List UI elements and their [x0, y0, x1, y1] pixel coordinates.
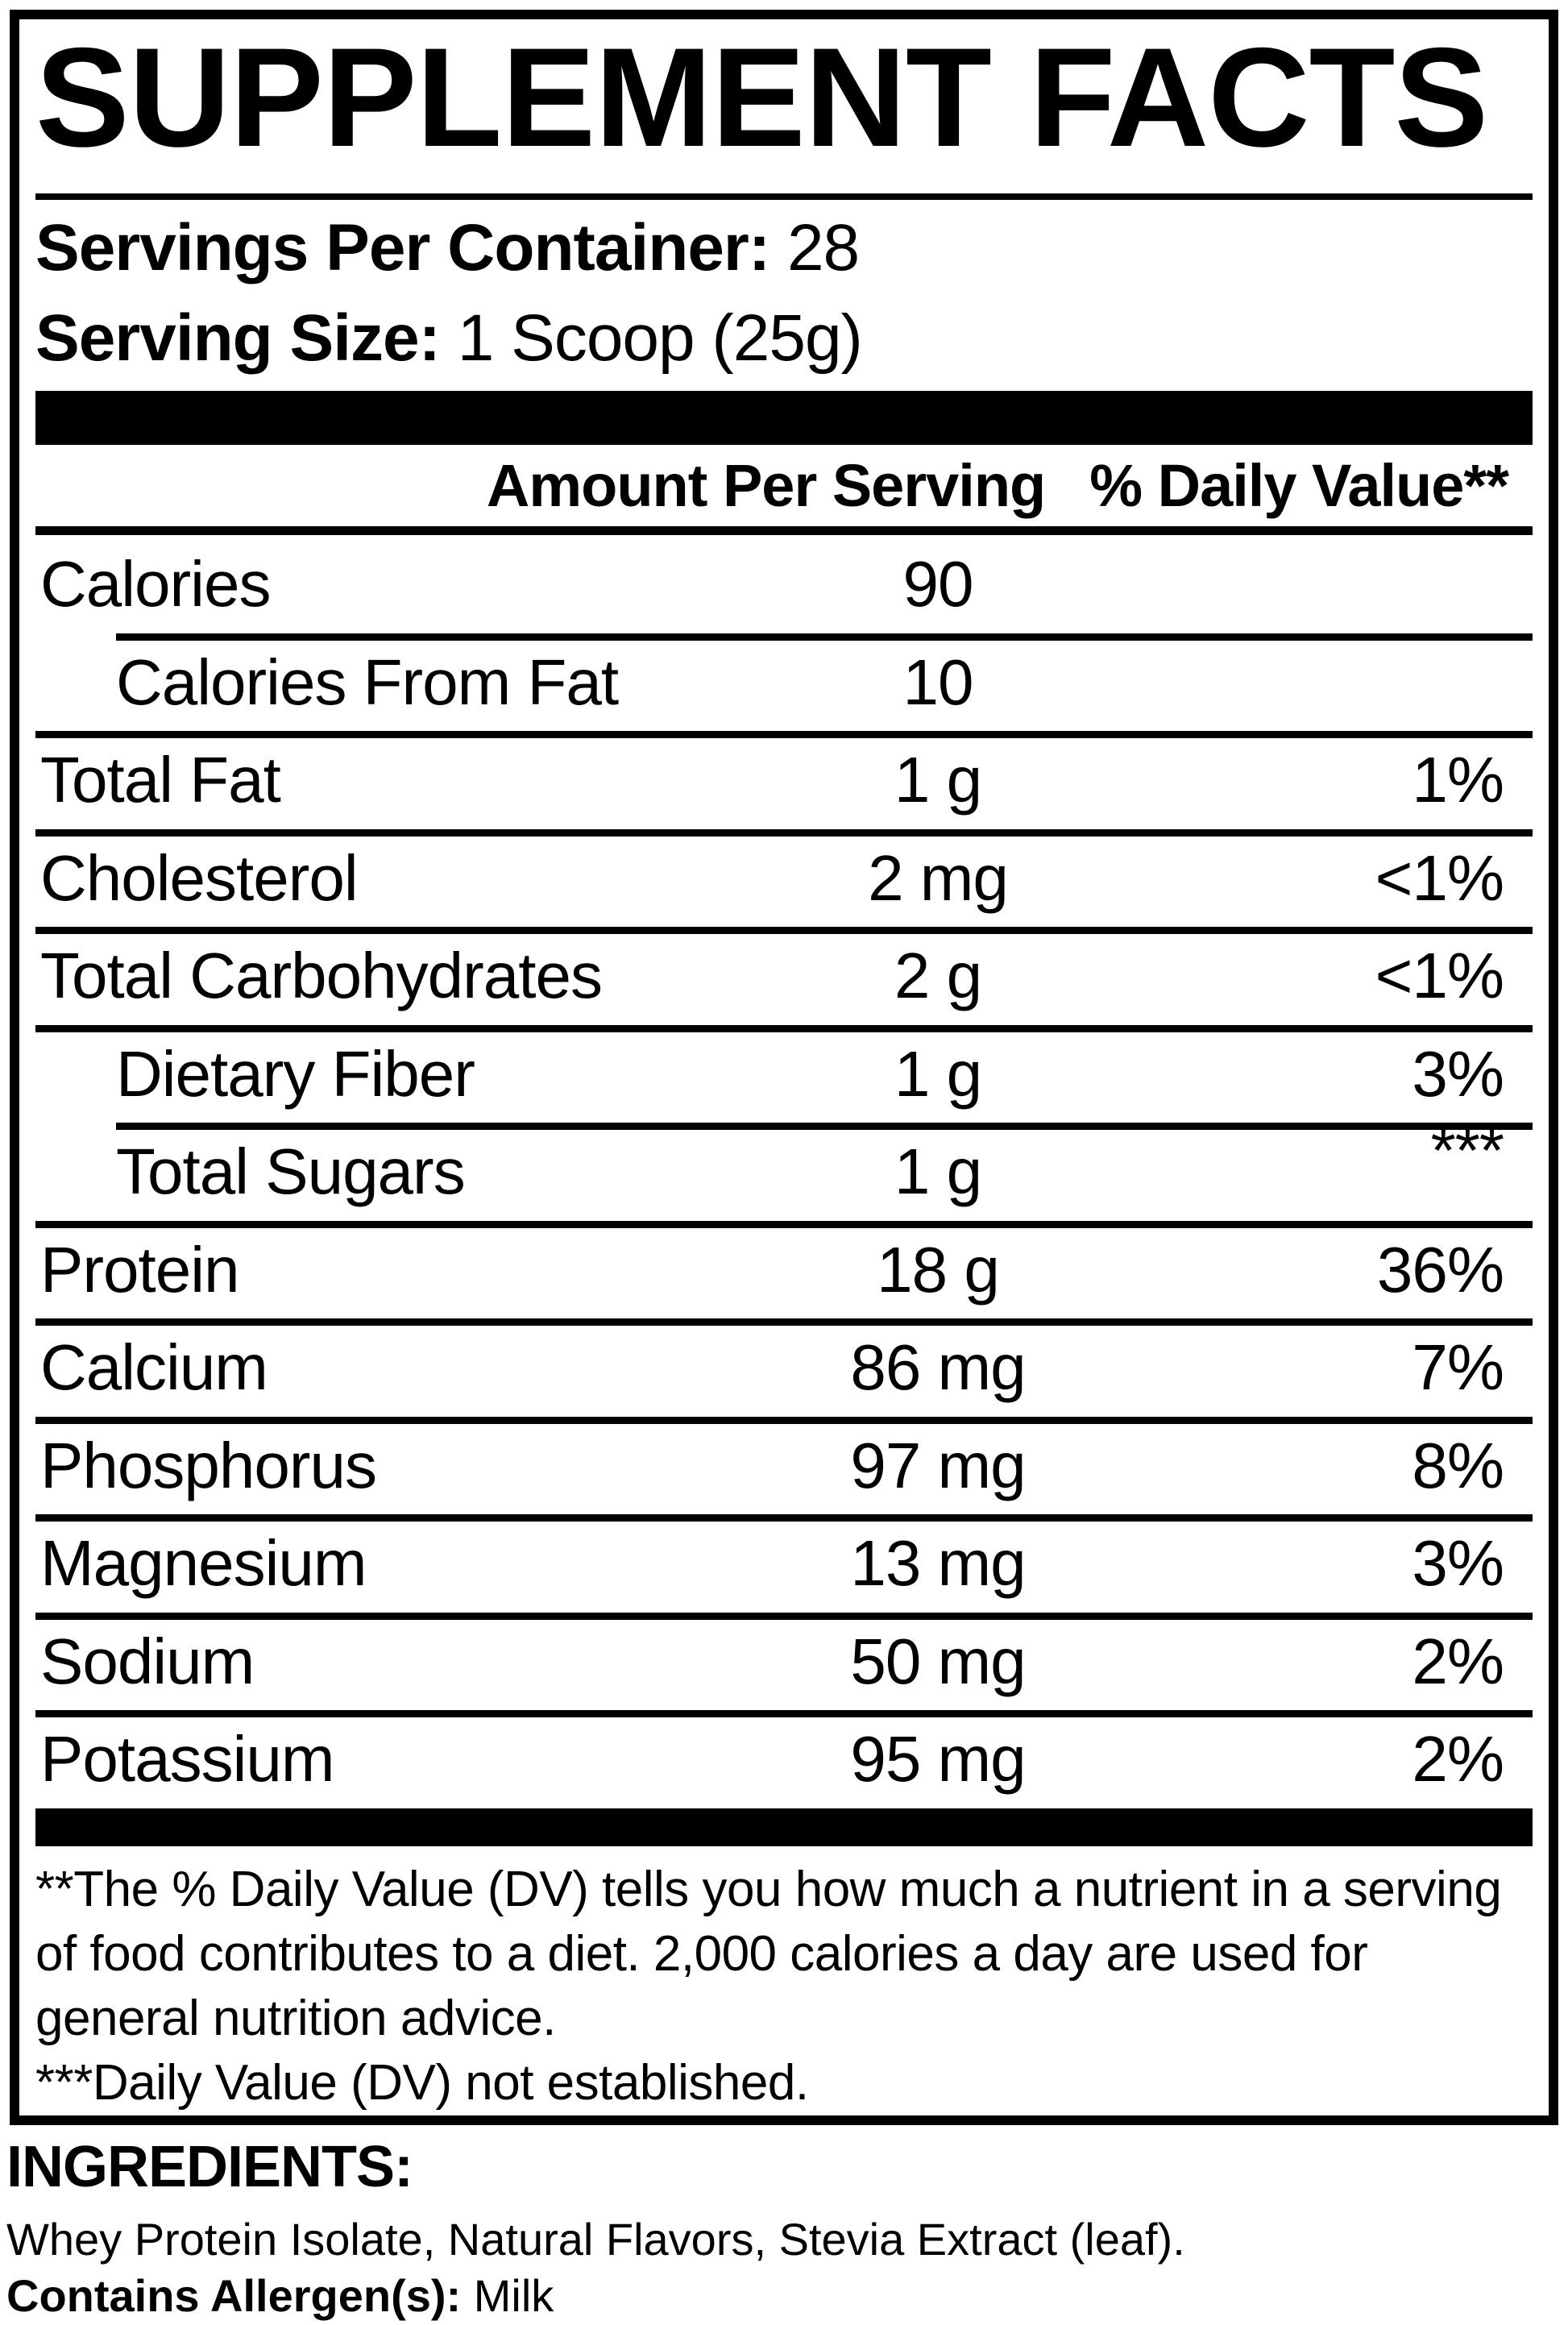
nutrient-daily-value: 1%: [1412, 744, 1504, 816]
nutrient-name: Cholesterol: [40, 841, 359, 914]
nutrient-daily-value: 8%: [1412, 1429, 1504, 1501]
nutrient-amount: 13 mg: [850, 1527, 1026, 1599]
servings-per-container-line: Servings Per Container: 28: [35, 213, 1533, 284]
ingredients-list: Whey Protein Isolate, Natural Flavors, S…: [6, 2214, 1185, 2265]
nutrient-amount: 50 mg: [850, 1625, 1026, 1697]
nutrient-amount: 18 g: [877, 1233, 1000, 1306]
nutrient-amount: 86 mg: [850, 1331, 1026, 1403]
nutrient-name: Total Fat: [40, 744, 281, 816]
nutrient-row: Sodium 50 mg 2%: [35, 1612, 1533, 1711]
nutrient-amount: 95 mg: [850, 1723, 1026, 1795]
nutrient-row: Total Fat 1 g 1%: [35, 731, 1533, 829]
title-divider: [35, 193, 1533, 200]
serving-size-line: Serving Size: 1 Scoop (25g): [35, 303, 1533, 374]
nutrient-row: Phosphorus 97 mg 8%: [35, 1416, 1533, 1515]
panel-title: SUPPLEMENT FACTS: [35, 19, 1488, 176]
nutrient-daily-value: 3%: [1412, 1037, 1504, 1110]
ingredients-section: INGREDIENTS: Whey Protein Isolate, Natur…: [6, 2137, 1545, 2321]
nutrient-amount: 2 mg: [868, 841, 1009, 914]
nutrient-daily-value: <1%: [1375, 940, 1504, 1011]
nutrient-amount: 97 mg: [850, 1429, 1026, 1501]
nutrient-amount: 2 g: [894, 940, 982, 1011]
nutrient-name: Total Sugars: [116, 1136, 466, 1207]
servings-value: 28: [786, 211, 860, 284]
nutrient-name: Potassium: [40, 1723, 334, 1795]
nutrient-amount: 1 g: [894, 744, 982, 816]
amount-per-serving-header: Amount Per Serving: [486, 452, 1046, 519]
nutrient-amount: 1 g: [894, 1037, 982, 1110]
thick-bar-top: [35, 391, 1533, 445]
daily-value-footnote: **The % Daily Value (DV) tells you how m…: [35, 1861, 1502, 2046]
nutrient-daily-value: 36%: [1376, 1233, 1504, 1306]
nutrient-amount: 90: [902, 548, 974, 620]
nutrient-row: Protein 18 g 36%: [35, 1220, 1533, 1319]
servings-label: Servings Per Container:: [35, 211, 770, 284]
allergen-line: Contains Allergen(s): Milk: [6, 2271, 1545, 2321]
nutrient-name: Dietary Fiber: [116, 1037, 475, 1110]
nutrient-amount: 10: [902, 646, 974, 718]
nutrient-daily-value: 2%: [1412, 1723, 1504, 1795]
nutrient-row: Potassium 95 mg 2%: [35, 1710, 1533, 1808]
nutrient-daily-value: 3%: [1412, 1527, 1504, 1599]
nutrient-daily-value: <1%: [1375, 841, 1504, 914]
nutrient-table: Calories 90 Calories From Fat 10 Total F…: [35, 535, 1533, 1808]
nutrient-row: Magnesium 13 mg 3%: [35, 1514, 1533, 1613]
daily-value-header: % Daily Value**: [1089, 452, 1509, 519]
allergen-value: Milk: [473, 2270, 554, 2321]
nutrient-name: Calories: [40, 548, 271, 620]
nutrient-name: Calories From Fat: [116, 646, 619, 718]
thick-bar-bottom: [35, 1808, 1533, 1846]
footnotes: **The % Daily Value (DV) tells you how m…: [35, 1846, 1533, 2115]
table-header: Amount Per Serving % Daily Value**: [35, 445, 1533, 535]
nutrient-name: Phosphorus: [40, 1429, 377, 1501]
supplement-facts-panel: SUPPLEMENT FACTS Servings Per Container:…: [10, 10, 1558, 2125]
not-established-footnote: ***Daily Value (DV) not established.: [35, 2054, 809, 2111]
nutrient-name: Calcium: [40, 1331, 268, 1403]
nutrient-daily-value: 2%: [1412, 1625, 1504, 1697]
nutrient-row: Dietary Fiber 1 g 3%: [35, 1024, 1533, 1123]
nutrient-row: Calcium 86 mg 7%: [35, 1318, 1533, 1417]
nutrient-row: Total Sugars 1 g ***: [35, 1115, 1533, 1221]
nutrient-name: Magnesium: [40, 1527, 367, 1599]
nutrient-name: Total Carbohydrates: [40, 940, 603, 1011]
ingredients-heading: INGREDIENTS:: [6, 2135, 413, 2199]
nutrient-name: Sodium: [40, 1625, 255, 1697]
nutrient-row: Calories From Fat 10: [35, 633, 1533, 732]
nutrient-row: Total Carbohydrates 2 g <1%: [35, 927, 1533, 1025]
nutrient-row: Cholesterol 2 mg <1%: [35, 828, 1533, 928]
allergen-label: Contains Allergen(s):: [6, 2270, 462, 2321]
nutrient-name: Protein: [40, 1233, 239, 1306]
nutrient-amount: 1 g: [894, 1136, 982, 1207]
nutrient-row: Calories 90: [35, 535, 1533, 633]
serving-size-label: Serving Size:: [35, 301, 441, 375]
nutrient-daily-value: 7%: [1412, 1331, 1504, 1403]
nutrient-daily-value: ***: [1430, 1115, 1504, 1187]
serving-size-value: 1 Scoop (25g): [457, 301, 863, 375]
